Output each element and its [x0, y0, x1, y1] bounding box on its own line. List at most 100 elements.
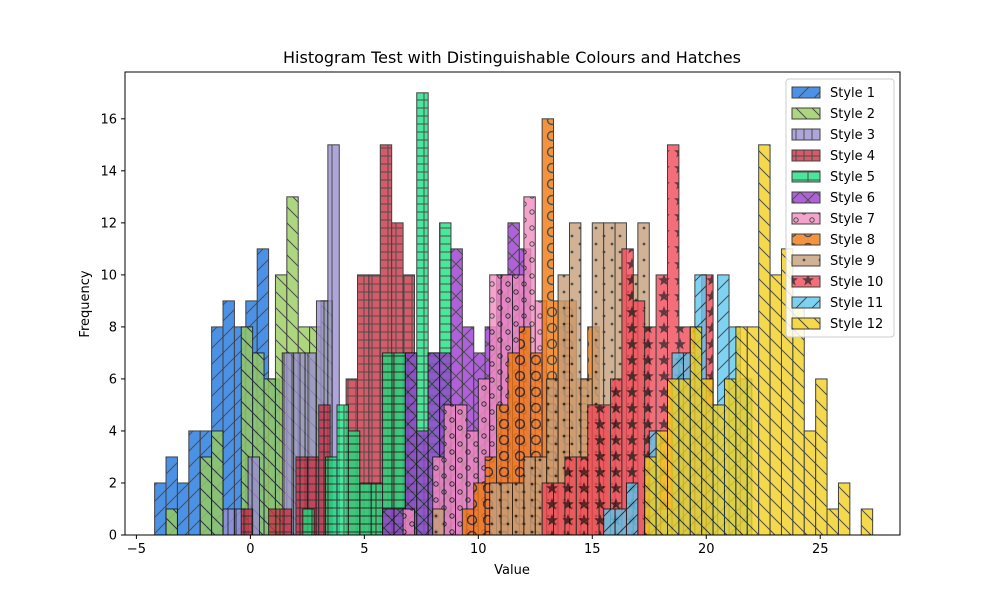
plot-frame — [124, 71, 901, 536]
x-tick-label: 5 — [360, 542, 368, 557]
histogram-bar — [523, 456, 536, 536]
histogram-bar — [564, 456, 577, 536]
histogram-bar — [541, 482, 555, 536]
histogram-bar — [815, 378, 828, 536]
x-tick-label: 10 — [470, 542, 487, 557]
legend-label: Style 6 — [830, 191, 875, 206]
legend-swatch — [791, 212, 821, 225]
legend-label: Style 9 — [830, 254, 875, 269]
legend-label: Style 3 — [830, 128, 875, 143]
histogram-bar — [758, 144, 771, 536]
y-tick-label: 6 — [109, 372, 117, 387]
y-tick-label: 10 — [100, 268, 117, 283]
histogram-bar — [199, 456, 213, 536]
histogram-bar — [370, 482, 384, 536]
y-axis-label: Frequency — [78, 270, 93, 337]
legend-label: Style 4 — [830, 149, 875, 164]
y-axis-ticks: 0 2 4 6 8 10 12 14 16 — [100, 112, 125, 544]
histogram-bar — [689, 326, 703, 536]
histogram-bar — [575, 456, 589, 536]
y-tick-label: 2 — [109, 476, 117, 491]
y-tick-label: 16 — [100, 112, 117, 127]
histogram-bar — [416, 430, 429, 536]
histogram-bar — [746, 326, 760, 536]
legend-label: Style 8 — [830, 233, 875, 248]
legend-swatch — [791, 254, 821, 267]
histogram-bar — [165, 508, 178, 536]
x-tick-label: 20 — [698, 542, 715, 557]
histogram-bar — [625, 482, 639, 536]
histogram-bar — [587, 404, 600, 536]
x-tick-label: 25 — [812, 542, 829, 557]
histogram-bar — [512, 482, 525, 536]
y-tick-label: 8 — [109, 320, 117, 335]
histogram-bar — [667, 378, 680, 536]
histogram-bar — [382, 352, 395, 536]
histogram-bar — [553, 482, 566, 536]
legend-label: Style 1 — [830, 86, 875, 101]
histogram-bar — [402, 508, 415, 536]
histogram-bar — [336, 404, 349, 536]
y-tick-label: 14 — [100, 164, 117, 179]
histogram-bar — [803, 430, 817, 536]
y-tick-label: 4 — [109, 424, 117, 439]
x-tick-label: 0 — [246, 542, 254, 557]
legend-swatch — [791, 317, 821, 330]
histogram-bar — [644, 456, 657, 536]
legend: Style 1 Style 2 Style 3 Style 4 Style 5 Style… — [785, 78, 895, 338]
x-tick-label: 15 — [584, 542, 601, 557]
histogram-bar — [461, 508, 475, 536]
histogram-bar — [279, 508, 292, 536]
histogram-bar — [188, 430, 201, 536]
legend-swatch — [791, 275, 821, 288]
x-axis-label: Value — [494, 563, 530, 578]
legend-swatch — [791, 107, 821, 120]
histogram-bar — [432, 508, 445, 536]
histogram-bar — [826, 508, 839, 536]
x-tick-label: −5 — [127, 542, 146, 557]
legend-box — [785, 78, 895, 338]
histogram-bar — [712, 404, 725, 536]
histogram-bar — [500, 482, 513, 536]
histogram-bar — [154, 482, 167, 536]
histogram-bar — [489, 482, 502, 536]
histogram-bar — [614, 508, 627, 536]
histogram-bar — [176, 482, 190, 536]
histogram-bar — [404, 352, 418, 536]
x-axis-ticks: −5 0 5 10 15 20 25 — [127, 535, 829, 557]
histogram-bar — [735, 326, 748, 536]
histogram-bar — [211, 430, 224, 536]
legend-label: Style 2 — [830, 107, 875, 122]
histogram-bar — [443, 404, 457, 536]
histogram-bar — [655, 430, 669, 536]
histogram-bar — [382, 508, 395, 536]
histogram-bar — [769, 274, 782, 536]
legend-label: Style 12 — [830, 317, 883, 332]
histogram-bar — [860, 508, 874, 536]
legend-label: Style 7 — [830, 212, 875, 227]
legend-label: Style 11 — [830, 296, 883, 311]
histogram-bar — [603, 508, 616, 536]
chart-title: Histogram Test with Distinguishable Colo… — [283, 48, 741, 67]
histogram-bar — [723, 378, 737, 536]
histogram-bar — [222, 300, 235, 536]
histogram-bar — [347, 430, 361, 536]
legend-swatch — [791, 233, 821, 246]
histogram-bar — [701, 378, 714, 536]
histogram-bar — [678, 378, 691, 536]
histogram-bar — [268, 508, 281, 536]
y-tick-label: 12 — [100, 216, 117, 231]
legend-swatch — [791, 191, 821, 204]
histogram-bar — [359, 482, 372, 536]
legend-swatch — [791, 128, 821, 141]
legend-label: Style 5 — [830, 170, 875, 185]
histogram-bar — [240, 508, 254, 536]
legend-label: Style 10 — [830, 275, 883, 290]
histogram-bar — [325, 456, 338, 536]
histogram-bar — [393, 352, 406, 536]
histogram-bar — [281, 352, 295, 536]
histogram-bar — [837, 482, 851, 536]
histogram-bar — [302, 508, 315, 536]
legend-swatch — [791, 149, 821, 162]
